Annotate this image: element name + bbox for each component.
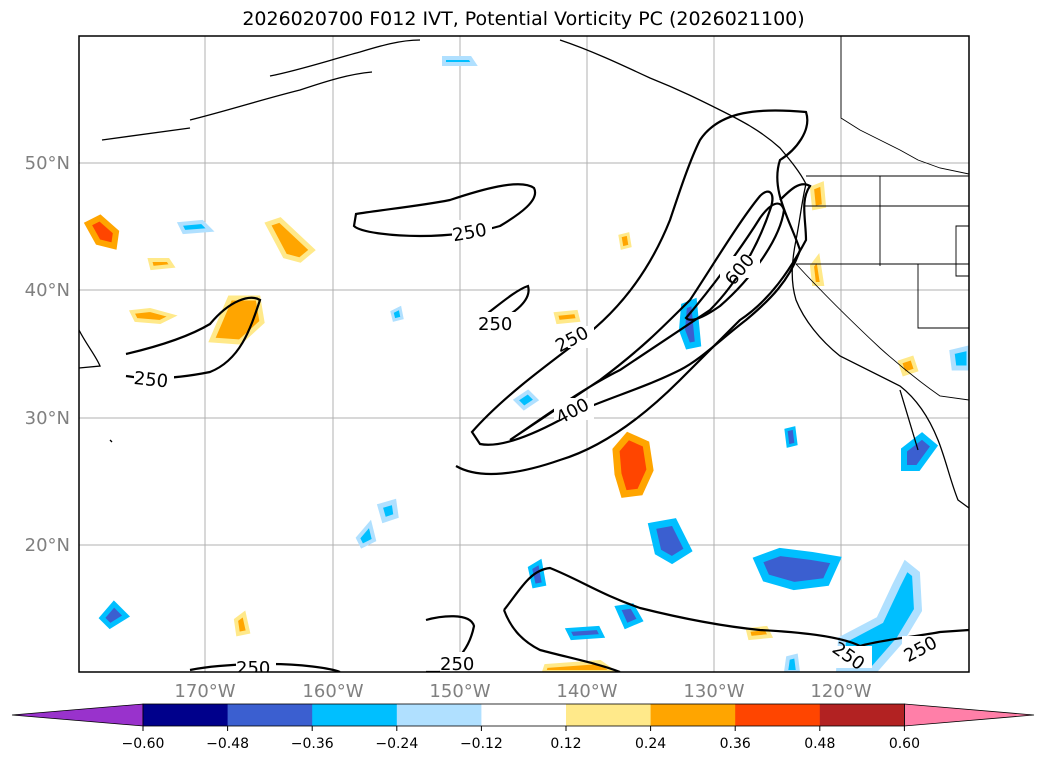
pv-positive-patch — [264, 217, 316, 263]
colorbar-tick-label: −0.48 — [206, 736, 249, 752]
colorbar-segment — [819, 704, 905, 726]
contour-label: 250 — [478, 314, 512, 335]
lat-label: 20°N — [25, 535, 70, 556]
map-panel — [79, 36, 969, 672]
pv-negative-patch — [901, 432, 939, 471]
colorbar-tick-label: −0.60 — [122, 736, 165, 752]
pv-negative-patch — [614, 603, 644, 630]
pv-negative-patch — [784, 426, 798, 448]
ivt-contour-labels: 250 250 250 250 400 600 250 250 250 250 — [133, 220, 942, 679]
colorbar-tick-label: −0.36 — [291, 736, 334, 752]
gridlines — [79, 36, 969, 672]
pv-positive-patch — [809, 181, 827, 211]
latitude-labels: 50°N 40°N 30°N 20°N — [25, 153, 70, 556]
lon-label: 160°W — [302, 681, 363, 702]
pv-positive-patch — [809, 252, 825, 286]
pv-shading — [83, 56, 969, 672]
colorbar-tick-label: −0.24 — [375, 736, 418, 752]
lat-label: 40°N — [25, 280, 70, 301]
contour-label: 250 — [133, 368, 169, 392]
pv-negative-patch — [98, 600, 130, 630]
colorbar-tick-label: −0.12 — [460, 736, 503, 752]
pv-negative-patch — [355, 519, 377, 549]
colorbar-tick-label: 0.48 — [804, 736, 835, 752]
colorbar-tick-label: 0.36 — [720, 736, 751, 752]
pv-negative-patch — [512, 389, 540, 411]
ivt-contour-250 — [503, 566, 969, 648]
lon-label: 150°W — [429, 681, 490, 702]
state-boundaries — [795, 36, 969, 401]
lat-label: 30°N — [25, 408, 70, 429]
pv-negative-patch — [390, 305, 404, 322]
pv-negative-patch — [176, 219, 215, 235]
ivt-contour-250 — [125, 296, 262, 380]
colorbar-tick-label: 0.24 — [635, 736, 666, 752]
colorbar-segment — [312, 704, 398, 726]
colorbar-tick-label: 0.12 — [550, 736, 581, 752]
pv-positive-patch — [553, 309, 581, 325]
colorbar-outline — [142, 703, 905, 727]
lon-label: 140°W — [556, 681, 617, 702]
pv-negative-patch — [442, 56, 478, 66]
lon-label: 170°W — [174, 681, 235, 702]
lat-label: 50°N — [25, 153, 70, 174]
pv-negative-patch — [752, 547, 842, 591]
contour-label: 250 — [236, 658, 270, 679]
pv-positive-patch — [612, 431, 654, 498]
colorbar: −0.60 −0.48 −0.36 −0.24 −0.12 0.12 0.24 0.36 0.4… — [11, 703, 1035, 752]
colorbar-segment — [143, 704, 229, 726]
pv-negative-patch — [647, 518, 693, 565]
colorbar-segment — [566, 704, 652, 726]
contour-label: 250 — [440, 654, 474, 675]
pv-negative-patch — [564, 625, 606, 641]
colorbar-segment — [650, 704, 736, 726]
longitude-labels: 170°W 160°W 150°W 140°W 130°W 120°W — [174, 681, 871, 702]
ivt-contour-250 — [470, 109, 809, 446]
colorbar-segment — [396, 704, 482, 726]
ivt-contour-250 — [455, 183, 812, 476]
pv-positive-patch — [233, 610, 251, 637]
pv-negative-patch — [527, 558, 547, 589]
map-frame — [78, 35, 970, 673]
pv-positive-patch — [897, 355, 919, 377]
colorbar-tick-label: 0.60 — [889, 736, 920, 752]
pv-positive-patch — [128, 307, 178, 325]
pv-positive-patch — [618, 232, 632, 250]
ivt-contour-400 — [509, 190, 774, 441]
colorbar-extend-high — [904, 703, 1035, 727]
ivt-contour-250 — [502, 609, 621, 672]
colorbar-segment — [481, 704, 567, 726]
lon-label: 120°W — [810, 681, 871, 702]
pv-negative-patch — [783, 653, 801, 672]
colorbar-segment — [227, 704, 313, 726]
pv-negative-patch — [949, 345, 969, 371]
pv-positive-patch — [83, 214, 120, 250]
pv-positive-patch — [147, 258, 176, 271]
lon-label: 130°W — [683, 681, 744, 702]
colorbar-segment — [735, 704, 821, 726]
colorbar-extend-low — [11, 703, 144, 727]
ivt-contour-250 — [352, 183, 537, 238]
pv-negative-patch — [376, 498, 399, 524]
map-title: 2026020700 F012 IVT, Potential Vorticity… — [242, 8, 805, 30]
